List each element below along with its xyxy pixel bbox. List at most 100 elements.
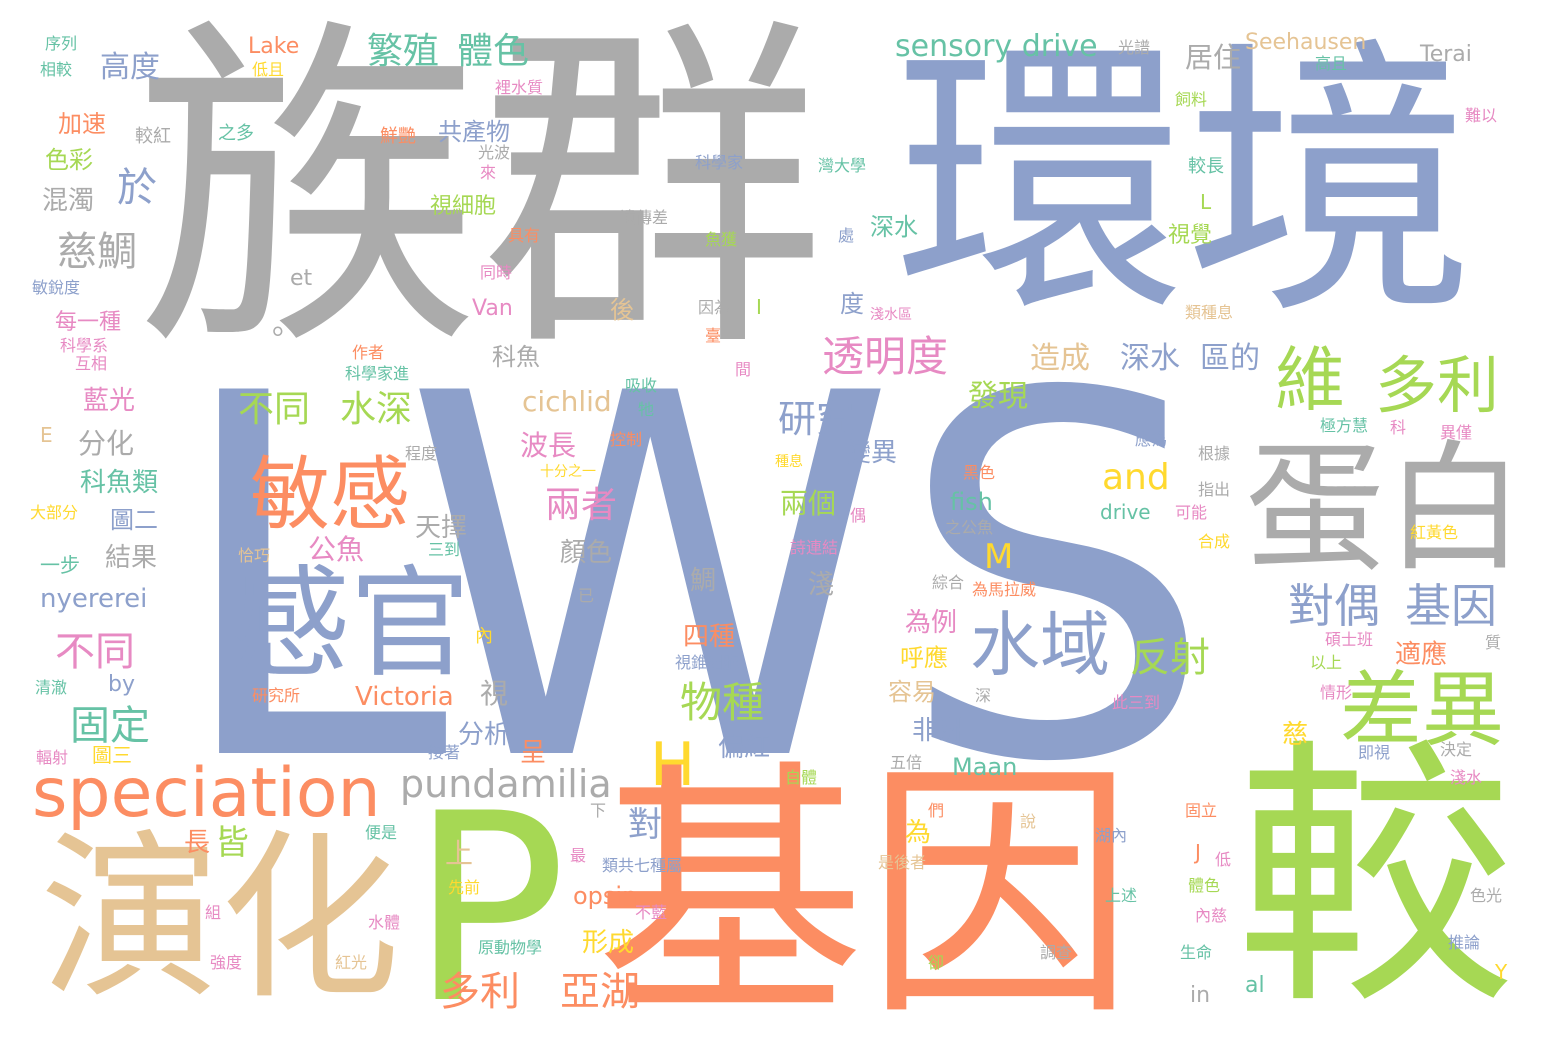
word-butong-pink: 不同: [55, 629, 135, 675]
word-diao: 鯛: [690, 566, 717, 596]
word-qian: 淺: [808, 570, 835, 600]
word-shangshu: 上述: [1105, 886, 1138, 905]
word-yibu: 一步: [40, 553, 80, 577]
word-minruidu: 敏銳度: [32, 278, 81, 297]
word-shijue: 視覺: [1168, 223, 1213, 248]
word-m: M: [984, 537, 1014, 577]
word-tuilun: 推論: [1448, 933, 1481, 952]
word-cidiao: 慈鯛: [57, 229, 137, 275]
word-keyu: 科魚: [492, 343, 540, 371]
word-chu: 處: [838, 226, 855, 245]
word-nanyi: 難以: [1465, 106, 1498, 125]
word-neici: 內慈: [1195, 906, 1228, 925]
word-shuo: 說: [1020, 812, 1037, 831]
word-fushe: 輻射: [36, 748, 69, 767]
word-dabufen: 大部分: [30, 503, 79, 522]
word-zuqun: 族群: [135, 0, 825, 393]
word-zhichu: 指出: [1198, 480, 1231, 499]
word-danbai: 蛋白: [1245, 428, 1526, 591]
word-xianqian: 先前: [448, 878, 481, 897]
word-shilianjie: 詩連結: [790, 538, 839, 557]
word-in: in: [1190, 983, 1211, 1008]
word-languang: 藍光: [83, 386, 136, 416]
word-huying: 呼應: [900, 644, 948, 672]
word-shenshui-small: 深水: [870, 213, 918, 241]
word-zui: 最: [570, 846, 587, 865]
word-yijin: 異僅: [1440, 423, 1473, 442]
word-l: L: [1200, 190, 1212, 214]
word-fenxi: 分析: [458, 720, 511, 750]
word-sizhong: 四種: [683, 622, 736, 652]
word-tianze: 天擇: [415, 513, 468, 543]
word-qingxing: 情形: [1320, 683, 1353, 702]
word-yuhuo: 魚獲: [705, 230, 738, 249]
word-shang: 上: [445, 837, 474, 870]
word-diqie: 低且: [252, 60, 285, 79]
word-jifanghui: 極方慧: [1320, 416, 1369, 435]
word-shuoshiban: 碩士班: [1325, 630, 1374, 649]
word-gongyu: 公魚: [308, 533, 365, 566]
word-heise: 黑色: [963, 463, 996, 482]
word-zaocheng: 造成: [1030, 341, 1090, 376]
word-bochang: 波長: [520, 429, 577, 462]
word-liangzhe: 兩者: [545, 485, 618, 526]
word-al: al: [1245, 973, 1265, 998]
word-shuiyu: 水域: [970, 604, 1110, 686]
word-juyou: 具有: [508, 226, 541, 245]
word-feizhou: 非洲: [912, 716, 965, 746]
word-ganguan: 感官: [230, 555, 470, 694]
word-jiyin-small: 基因: [1405, 579, 1497, 633]
word-rongyi: 容易: [888, 678, 936, 706]
word-tusan: 圖三: [92, 743, 132, 767]
word-xishou: 吸收: [625, 376, 658, 395]
word-tise-small: 體色: [1188, 876, 1221, 895]
word-gaodu: 高度: [100, 50, 160, 85]
word-ci: 慈: [1282, 720, 1309, 750]
word-yishang: 以上: [1310, 653, 1343, 672]
word-keyulei: 科魚類: [80, 468, 159, 498]
word-ou: 偶: [850, 506, 867, 525]
word-men: 們: [928, 801, 945, 820]
word-jiyin-large: 基因: [595, 737, 1135, 1052]
word-hou: 後: [610, 296, 634, 324]
word-huanjing: 環境: [895, 16, 1475, 353]
word-nei: 內: [475, 626, 493, 647]
word-zuozhe: 作者: [352, 343, 385, 362]
word-shen: 深: [975, 686, 992, 705]
word-e: E: [40, 423, 53, 447]
word-shenshui: 深水: [1120, 341, 1180, 376]
word-zhongxi: 種息: [775, 454, 803, 470]
word-yichuancha: 遺傳差: [620, 208, 669, 227]
word-bulan: 不藍: [635, 903, 668, 922]
word-shifenzhiyi: 十分之一: [540, 464, 596, 480]
word-j: J: [1195, 840, 1201, 864]
word-meiyizhong: 每一種: [55, 310, 122, 335]
word-ziti: 自體: [785, 768, 818, 787]
word-kexuejiajin: 科學家進: [345, 364, 410, 383]
word-jiao: 較: [1235, 717, 1515, 1043]
word-opsin: opsin: [573, 882, 638, 910]
word-siliao: 飼料: [1175, 90, 1208, 109]
word-jueding: 決定: [1440, 740, 1473, 759]
word-duoli-orange: 多利: [440, 969, 520, 1015]
word-yinwei: 因為: [698, 298, 731, 317]
word-wei: 維: [1275, 339, 1345, 421]
word-keneng: 可能: [1175, 503, 1208, 522]
word-seehausen: Seehausen: [1245, 30, 1367, 55]
word-jieguo: 結果: [105, 543, 158, 573]
word-xiangjiao: 相較: [40, 60, 73, 79]
word-kexuejia: 科學家: [695, 153, 744, 172]
word-wandaxue: 灣大學: [818, 156, 867, 175]
word-guding: 固定: [70, 703, 150, 749]
word-shiying: 適應: [1395, 640, 1448, 670]
word-weili: 為例: [905, 608, 958, 638]
word-tise: 體色: [457, 31, 530, 72]
word-jiaochang: 較長: [1188, 156, 1224, 177]
word-fanshe: 反射: [1130, 635, 1210, 681]
word-jiezhe: 接著: [428, 743, 461, 762]
word-nyererei: nyererei: [40, 584, 148, 614]
word-qude: 區的: [1200, 341, 1260, 376]
word-zhigongyu: 之公魚: [945, 518, 994, 537]
word-jiasu: 加速: [58, 110, 106, 138]
